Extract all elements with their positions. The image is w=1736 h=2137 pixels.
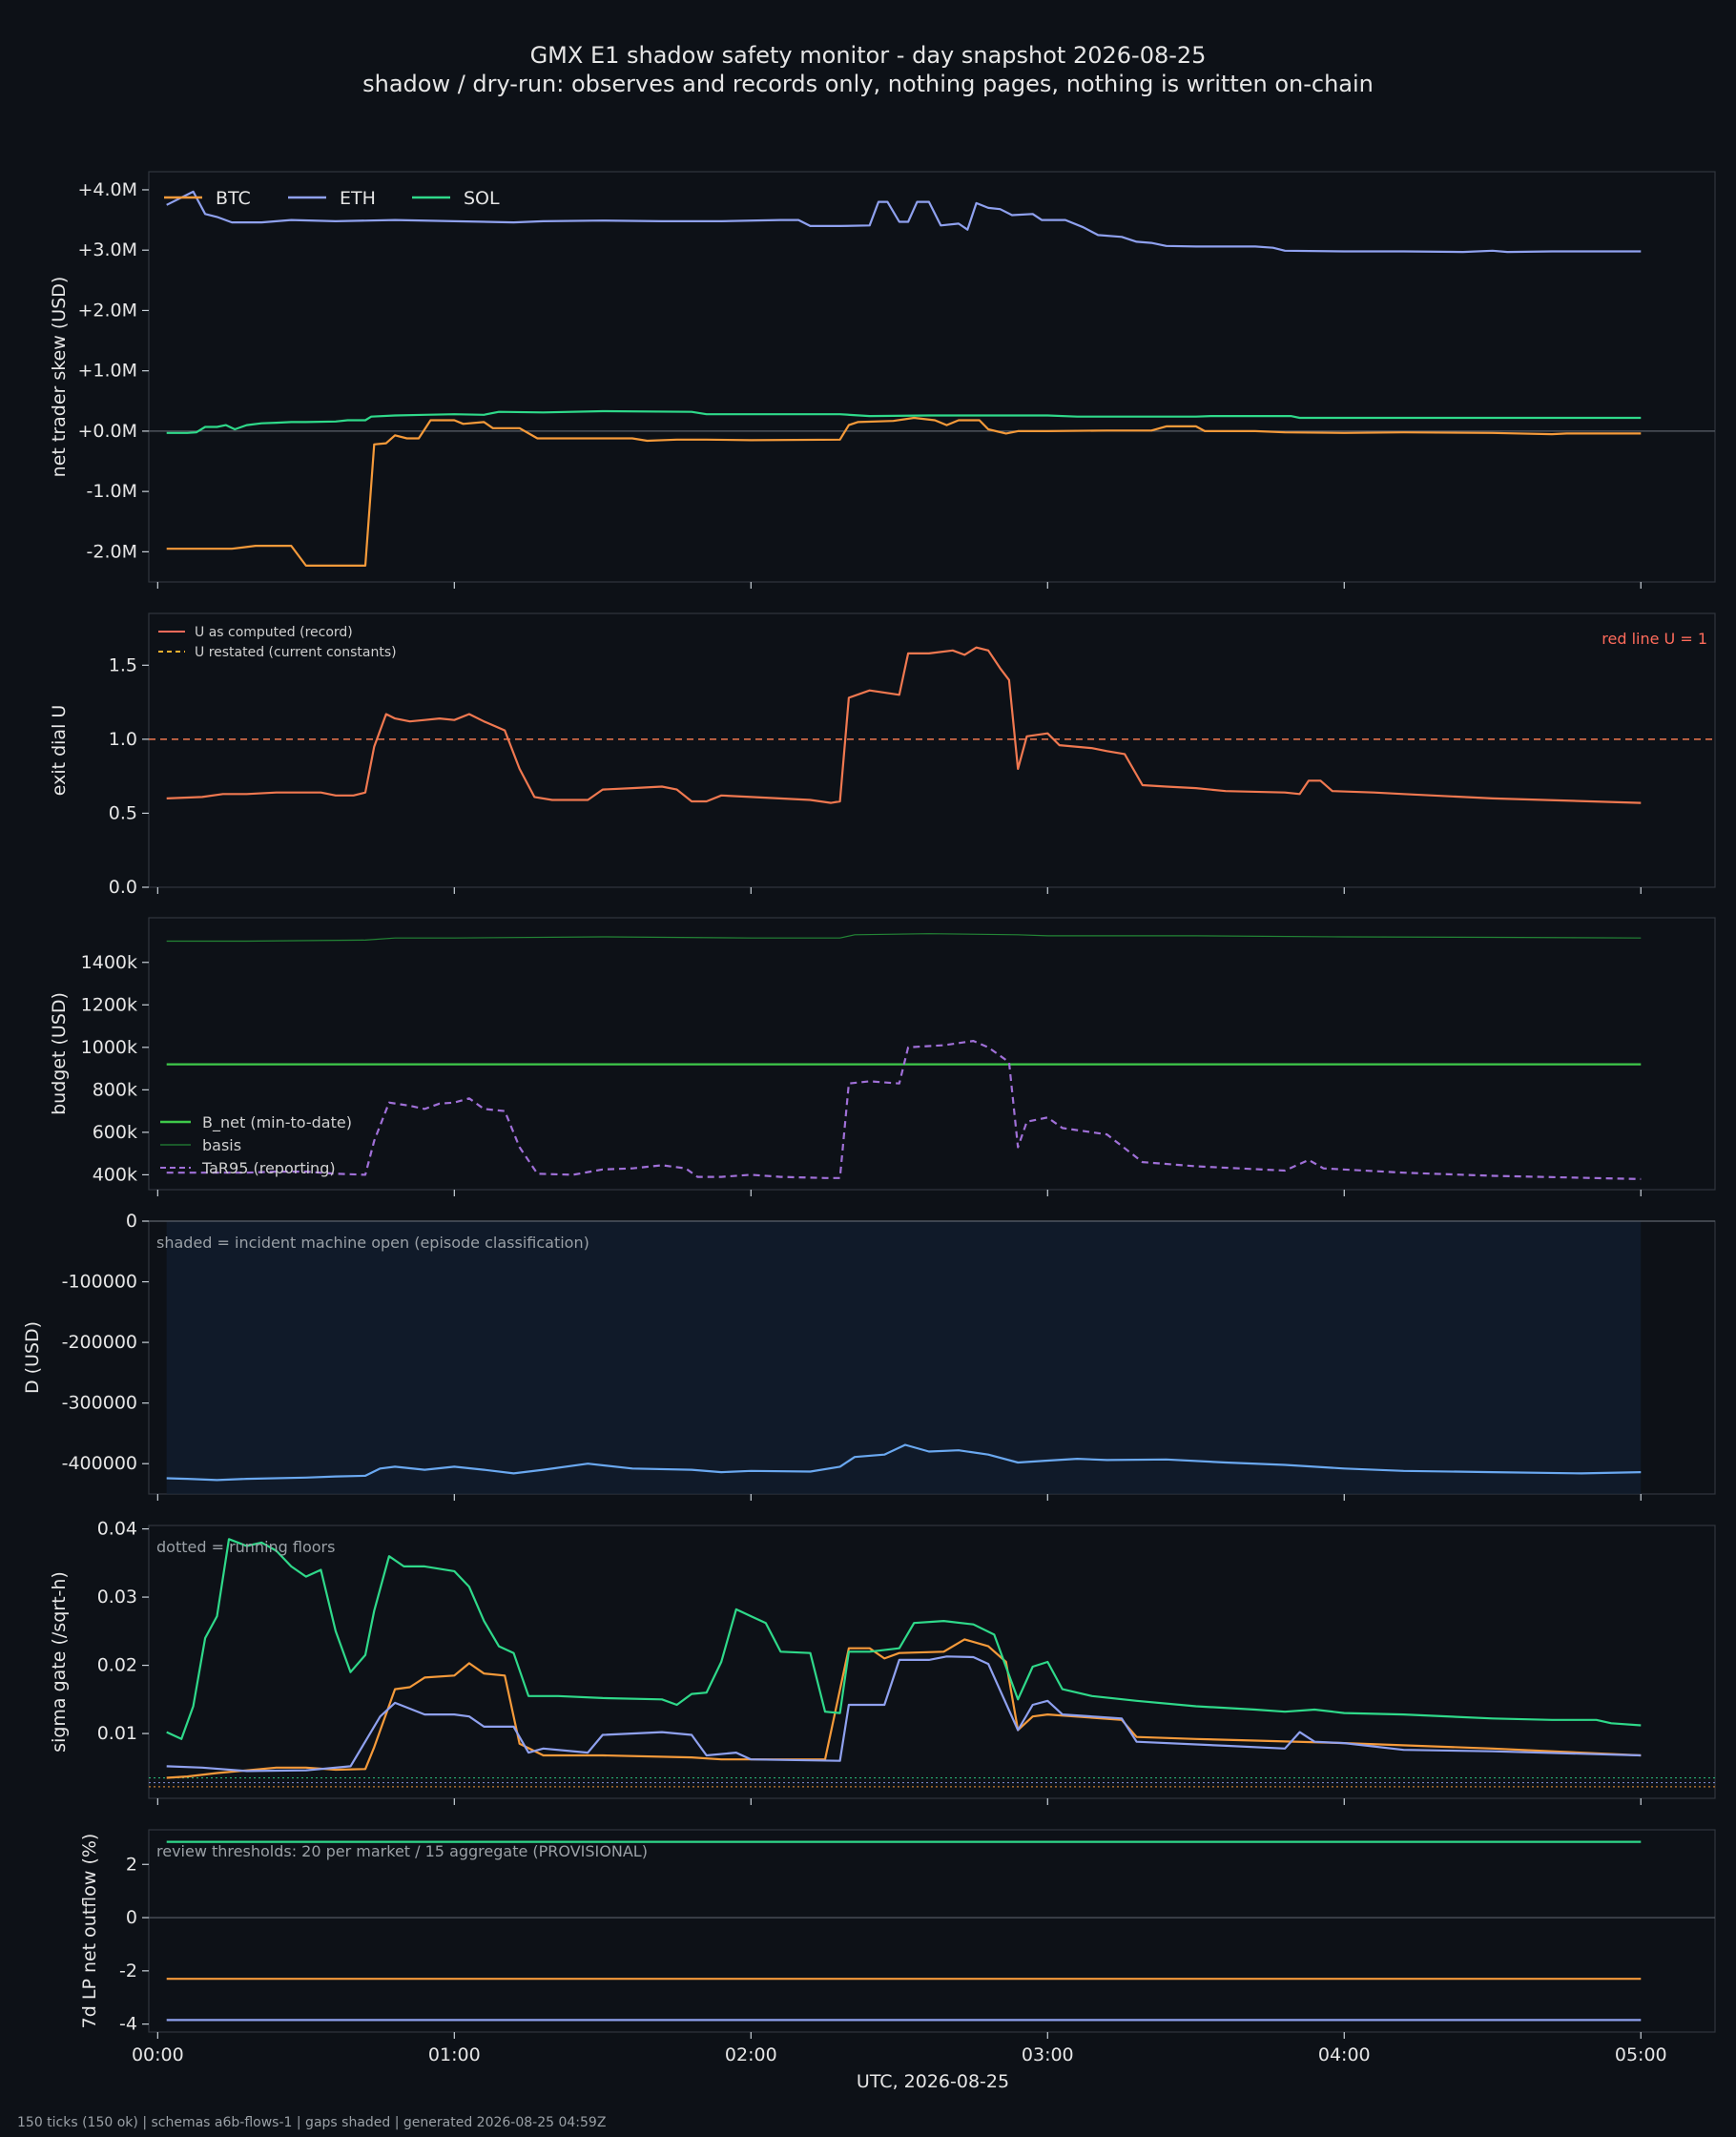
y-tick-label: 0.01 [97, 1723, 137, 1744]
y-tick-label: -200000 [62, 1332, 137, 1353]
panel-annotation: dotted = running floors [156, 1538, 335, 1556]
series-eth [166, 190, 1642, 254]
series-tar95-reporting- [166, 1040, 1642, 1180]
y-axis-label: sigma gate (/sqrt-h) [49, 1571, 70, 1753]
panel-3: 400k 600k 800k 1000k 1200k 1400k budget (USD) B… [49, 917, 1716, 1196]
x-tick-label: 03:00 [1022, 2044, 1074, 2065]
y-tick-label: 0 [126, 1211, 137, 1232]
series-btc [166, 416, 1642, 567]
x-tick-label: 00:00 [132, 2044, 184, 2065]
series-sol [166, 409, 1642, 434]
panel-frame [148, 1525, 1716, 1799]
y-tick-label: 0.5 [109, 802, 137, 823]
panel-1: -2.0M -1.0M +0.0M +1.0M +2.0M +3.0M +4.0M net t… [49, 171, 1716, 589]
series-sol [166, 1538, 1642, 1740]
y-tick-label: 1.0 [109, 729, 137, 750]
legend-label: U as computed (record) [195, 625, 353, 640]
legend-label: B_net (min-to-date) [202, 1113, 352, 1132]
series-eth [166, 1655, 1642, 1773]
y-tick-label: -2 [119, 1961, 137, 1981]
panel-frame [148, 612, 1716, 888]
y-tick-label: -2.0M [87, 541, 137, 562]
y-tick-label: +3.0M [77, 239, 137, 260]
y-axis-label: 7d LP net outflow (%) [79, 1834, 100, 2029]
y-tick-label: -400000 [62, 1453, 137, 1474]
legend-label: TaR95 (reporting) [201, 1159, 336, 1177]
y-tick-label: 0 [126, 1907, 137, 1928]
series-btc [166, 1638, 1642, 1779]
y-tick-label: -100000 [62, 1272, 137, 1293]
y-tick-label: +4.0M [77, 179, 137, 200]
x-axis-label: UTC, 2026-08-25 [857, 2071, 1009, 2092]
y-tick-label: -300000 [62, 1393, 137, 1414]
incident-shading [166, 1221, 1642, 1494]
y-axis-label: net trader skew (USD) [49, 277, 70, 478]
legend-label: SOL [464, 188, 500, 209]
y-tick-label: 2 [126, 1854, 137, 1875]
y-tick-label: +2.0M [77, 300, 137, 321]
chart-title: GMX E1 shadow safety monitor - day snaps… [530, 42, 1207, 69]
footer-note: 150 ticks (150 ok) | schemas a6b-flows-1… [17, 2115, 606, 2130]
y-tick-label: 800k [93, 1079, 137, 1100]
panel-annotation: shaded = incident machine open (episode … [156, 1234, 589, 1252]
y-tick-label: 400k [93, 1164, 137, 1185]
legend-label: ETH [340, 188, 376, 209]
y-tick-label: 0.0 [109, 877, 137, 898]
y-tick-label: 0.03 [97, 1587, 137, 1608]
panel-frame [148, 917, 1716, 1191]
series-basis [166, 933, 1642, 943]
panel-frame [148, 171, 1716, 583]
y-tick-label: 1000k [81, 1037, 137, 1058]
legend-label: BTC [216, 188, 251, 209]
y-axis-label: budget (USD) [49, 992, 70, 1115]
panel-frame [148, 1829, 1716, 2033]
x-tick-label: 05:00 [1615, 2044, 1667, 2065]
y-tick-label: +1.0M [77, 361, 137, 382]
y-tick-label: 0.02 [97, 1655, 137, 1676]
y-tick-label: 1400k [81, 952, 137, 973]
legend-label: basis [202, 1136, 241, 1154]
y-tick-label: -4 [119, 2014, 137, 2035]
y-tick-label: 600k [93, 1122, 137, 1143]
y-tick-label: 0.04 [97, 1519, 137, 1540]
panel-4: -400000 -300000 -200000 -100000 0 D (USD) shad… [22, 1211, 1716, 1501]
series-d [166, 1443, 1642, 1482]
panel-6: -4 -2 0 2 7d LP net outflow (%) review thresh… [79, 1829, 1716, 2039]
panel-annotation: review thresholds: 20 per market / 15 ag… [156, 1842, 648, 1860]
panel-5: 0.01 0.02 0.03 0.04 sigma gate (/sqrt-h) dott… [49, 1519, 1716, 1805]
series-u-as-computed-record- [166, 646, 1642, 804]
x-tick-label: 02:00 [725, 2044, 777, 2065]
y-axis-label: D (USD) [22, 1321, 43, 1394]
y-tick-label: -1.0M [87, 481, 137, 502]
panel-2: 0.0 0.5 1.0 1.5 exit dial U red line U = 1 U a… [49, 612, 1716, 898]
chart-subtitle: shadow / dry-run: observes and records o… [362, 71, 1374, 97]
y-axis-label: exit dial U [49, 705, 70, 797]
panels: -2.0M -1.0M +0.0M +1.0M +2.0M +3.0M +4.0M net t… [22, 171, 1716, 2065]
x-tick-label: 04:00 [1318, 2044, 1371, 2065]
y-tick-label: 1.5 [109, 654, 137, 675]
threshold-label: red line U = 1 [1602, 630, 1707, 648]
y-tick-label: 1200k [81, 994, 137, 1015]
x-tick-label: 01:00 [428, 2044, 481, 2065]
y-tick-label: +0.0M [77, 421, 137, 442]
legend-label: U restated (current constants) [195, 645, 397, 660]
